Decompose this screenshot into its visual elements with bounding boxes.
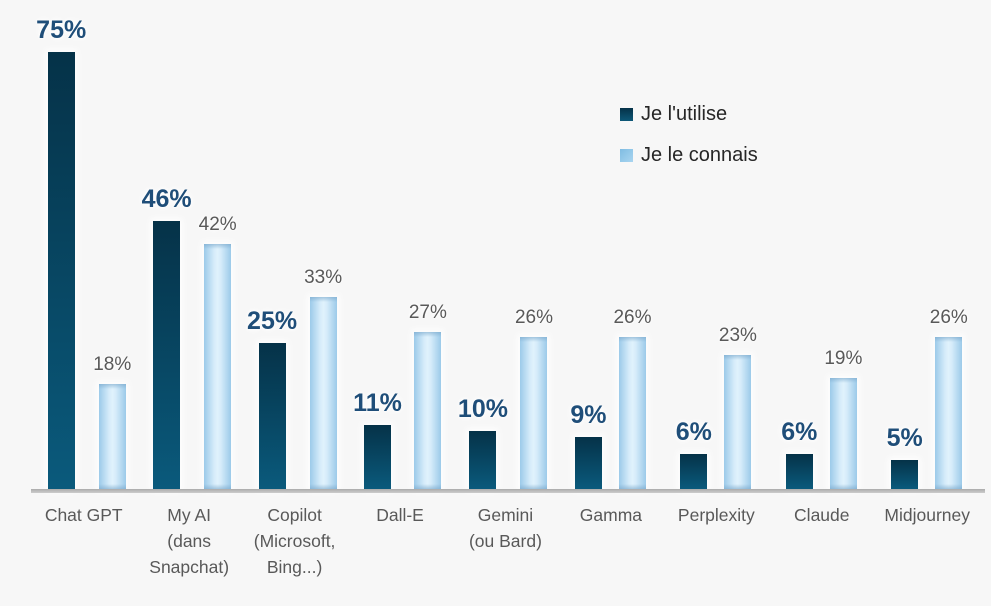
bar-group: 25% 33% [242, 267, 347, 489]
bar-with-label: 26% [515, 307, 553, 489]
bar-utilise [891, 460, 919, 489]
bar-utilise [258, 343, 286, 489]
bar-with-label: 26% [930, 307, 968, 489]
bar-with-label: 23% [719, 325, 757, 489]
value-label: 10% [457, 395, 508, 423]
x-axis-line [31, 489, 985, 493]
legend-label-utilise: Je l'utilise [641, 103, 728, 125]
bar-with-label: 9% [570, 401, 606, 489]
bar-utilise [364, 425, 391, 489]
bar-group: 9% 26% [558, 307, 663, 489]
legend-item-utilise: Je l'utilise [620, 103, 758, 126]
value-label: 11% [353, 389, 402, 417]
category-label: My AI (dans Snapchat) [149, 505, 230, 577]
bar-utilise [574, 437, 602, 489]
bar-with-label: 10% [458, 395, 508, 489]
value-label: 75% [36, 16, 87, 44]
category-label: Dall-E [376, 505, 424, 525]
value-label: 6% [781, 418, 818, 446]
category-label: Copilot (Microsoft, Bing...) [253, 505, 336, 577]
bar-with-label: 75% [36, 16, 86, 489]
bar-connais [724, 355, 752, 489]
bar-connais [309, 297, 337, 489]
bar-with-label: 33% [304, 267, 342, 489]
value-label: 6% [675, 418, 712, 446]
category-label: Perplexity [677, 505, 755, 525]
bar-connais [204, 244, 232, 489]
category-axis: Chat GPT My AI (dans Snapchat) Copilot (Mi… [31, 502, 980, 580]
category-label: Chat GPT [44, 505, 123, 525]
legend-swatch-dark [620, 108, 633, 121]
bar-with-label: 6% [781, 418, 817, 489]
legend-item-connais: Je le connais [620, 144, 758, 167]
bar-group: 6% 19% [769, 348, 874, 489]
bar-with-label: 11% [353, 389, 402, 489]
value-label: 9% [570, 401, 607, 429]
bar-group: 75% 18% [31, 16, 136, 489]
legend: Je l'utilise Je le connais [620, 103, 758, 167]
bar-group: 10% 26% [453, 307, 558, 489]
bar-utilise [153, 221, 181, 489]
bar-utilise [785, 454, 813, 489]
bar-group: 11% 27% [347, 302, 452, 489]
legend-label-connais: Je le connais [641, 144, 758, 166]
bar-connais [98, 384, 126, 489]
bar-connais [520, 337, 548, 489]
bar-connais [829, 378, 857, 489]
bar-with-label: 18% [93, 354, 131, 489]
value-label: 27% [408, 302, 447, 323]
bar-with-label: 19% [824, 348, 862, 489]
bar-utilise [469, 431, 497, 489]
bar-connais [414, 332, 442, 489]
plot-area: 75% 18% 46% 42% 25% 33% 11% 27% 10% 26% 9% 26% 6% 23%… [31, 0, 980, 489]
value-label: 26% [514, 307, 553, 328]
bar-group: 6% 23% [664, 325, 769, 489]
category-label: Claude [794, 505, 850, 525]
bar-group: 5% 26% [875, 307, 980, 489]
value-label: 25% [247, 307, 298, 335]
bar-group: 46% 42% [136, 185, 241, 489]
bar-with-label: 6% [676, 418, 712, 489]
bar-utilise [47, 52, 75, 489]
legend-swatch-light [620, 149, 633, 162]
bar-utilise [680, 454, 708, 489]
bar-with-label: 25% [247, 307, 297, 489]
value-label: 23% [718, 325, 757, 346]
value-label: 26% [929, 307, 968, 328]
value-label: 26% [613, 307, 652, 328]
bar-connais [618, 337, 646, 489]
bar-with-label: 26% [613, 307, 651, 489]
bar-connais [935, 337, 963, 489]
bar-with-label: 5% [887, 424, 923, 489]
category-label: Gemini (ou Bard) [468, 505, 542, 551]
bar-with-label: 46% [142, 185, 192, 489]
value-label: 19% [824, 348, 863, 369]
bar-with-label: 27% [409, 302, 447, 489]
category-label: Gamma [579, 505, 643, 525]
value-label: 18% [93, 354, 132, 375]
category-label: Midjourney [884, 505, 971, 525]
value-label: 5% [886, 424, 923, 452]
bar-with-label: 42% [199, 214, 237, 489]
value-label: 46% [141, 185, 192, 213]
value-label: 42% [198, 214, 237, 235]
value-label: 33% [304, 267, 343, 288]
